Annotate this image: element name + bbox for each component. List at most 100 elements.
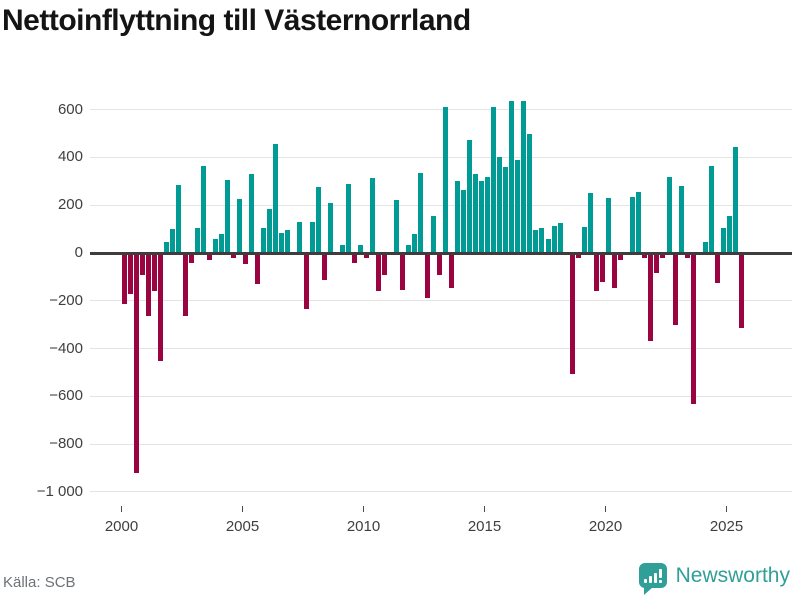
x-tick-label: 2005 <box>225 518 260 535</box>
bar <box>678 186 684 253</box>
bar <box>400 253 406 291</box>
bar <box>612 253 618 288</box>
bar <box>521 101 527 253</box>
bar <box>430 215 436 253</box>
bar <box>188 253 194 263</box>
gridline <box>90 491 792 493</box>
bar <box>327 202 333 253</box>
bar <box>509 101 515 253</box>
bar <box>733 146 739 253</box>
bar <box>436 253 442 275</box>
bar <box>454 181 460 253</box>
y-tick-label: 600 <box>57 100 83 118</box>
y-tick-label: −800 <box>49 435 83 453</box>
bar <box>690 253 696 404</box>
bar <box>364 253 369 258</box>
bar <box>370 177 376 253</box>
bar <box>279 232 285 253</box>
bar <box>351 253 357 263</box>
gridline <box>90 348 792 350</box>
bar <box>727 215 732 253</box>
newsworthy-logo: Newsworthy <box>638 563 790 595</box>
bar <box>593 253 599 292</box>
bar <box>424 253 430 299</box>
bar <box>642 253 648 258</box>
bar <box>527 133 533 253</box>
bar <box>515 159 521 253</box>
x-tick-label: 2000 <box>104 518 139 535</box>
x-tick-label: 2020 <box>588 518 623 535</box>
bar <box>134 253 140 473</box>
bar <box>497 157 503 253</box>
bar <box>357 244 363 253</box>
bar <box>309 221 315 253</box>
x-tick-mark <box>241 506 244 512</box>
bar <box>303 253 309 310</box>
bar <box>460 189 466 253</box>
gridline <box>90 109 792 111</box>
bar <box>708 165 714 253</box>
bar <box>315 187 321 253</box>
bar <box>249 174 255 253</box>
bar <box>599 253 605 282</box>
bar <box>478 181 484 253</box>
chart-title: Nettoinflyttning till Västernorrland <box>2 4 471 37</box>
x-tick-mark <box>725 506 728 512</box>
bar <box>194 227 200 253</box>
x-tick-mark <box>362 506 365 512</box>
bar <box>472 174 478 253</box>
bar <box>672 253 678 325</box>
x-tick-label: 2010 <box>346 518 381 535</box>
bar <box>128 253 134 294</box>
bar <box>466 139 472 253</box>
bar <box>503 166 509 253</box>
bar <box>339 244 345 253</box>
bar <box>720 227 726 253</box>
bar <box>206 253 212 261</box>
bar <box>412 233 418 253</box>
bar <box>636 192 642 253</box>
bar <box>485 176 490 253</box>
bar <box>442 107 448 253</box>
bar <box>140 253 146 275</box>
bar <box>164 242 170 253</box>
bar <box>285 230 291 253</box>
y-tick-label: 200 <box>57 196 83 214</box>
y-tick-label: −200 <box>49 291 83 309</box>
bar <box>551 225 557 253</box>
newsworthy-logo-icon <box>638 563 667 595</box>
bar <box>557 223 563 253</box>
bar <box>739 253 745 329</box>
x-tick-label: 2015 <box>467 518 502 535</box>
x-tick-mark <box>604 506 607 512</box>
bar <box>587 193 593 253</box>
bar <box>261 227 267 253</box>
bar <box>394 200 400 253</box>
bar <box>539 227 545 253</box>
x-tick-mark <box>483 506 486 512</box>
bar <box>224 180 230 253</box>
y-tick-label: −600 <box>49 387 83 405</box>
x-tick-mark <box>120 506 123 512</box>
bar <box>702 242 708 253</box>
bar <box>170 229 176 253</box>
y-tick-label: 400 <box>57 148 83 166</box>
bar <box>236 199 242 253</box>
x-tick-label: 2025 <box>709 518 744 535</box>
bar <box>212 238 218 253</box>
bar <box>146 253 152 317</box>
bar <box>243 253 248 264</box>
bar <box>666 176 672 253</box>
bar <box>345 183 351 253</box>
bar <box>606 198 611 253</box>
y-tick-label: −400 <box>49 339 83 357</box>
bar <box>218 233 224 253</box>
bar <box>152 253 158 292</box>
bar <box>418 172 424 253</box>
gridline <box>90 443 792 445</box>
bar <box>618 253 624 261</box>
bar <box>376 253 382 292</box>
bar <box>714 253 720 283</box>
bar <box>581 226 587 253</box>
gridline <box>90 204 792 206</box>
